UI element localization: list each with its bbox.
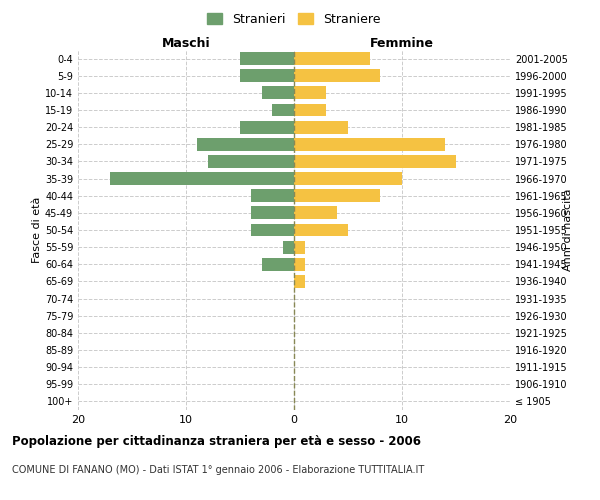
Bar xyxy=(294,138,445,150)
Text: Femmine: Femmine xyxy=(370,37,434,50)
Bar xyxy=(240,120,294,134)
Text: Maschi: Maschi xyxy=(161,37,211,50)
Bar xyxy=(294,52,370,65)
Bar xyxy=(294,224,348,236)
Bar xyxy=(294,275,305,288)
Bar xyxy=(240,52,294,65)
Bar xyxy=(262,86,294,100)
Text: COMUNE DI FANANO (MO) - Dati ISTAT 1° gennaio 2006 - Elaborazione TUTTITALIA.IT: COMUNE DI FANANO (MO) - Dati ISTAT 1° ge… xyxy=(12,465,424,475)
Bar xyxy=(262,258,294,270)
Bar xyxy=(294,190,380,202)
Bar xyxy=(294,240,305,254)
Bar xyxy=(294,120,348,134)
Bar xyxy=(294,86,326,100)
Bar xyxy=(208,155,294,168)
Y-axis label: Anni di nascita: Anni di nascita xyxy=(563,188,573,271)
Bar xyxy=(197,138,294,150)
Text: Popolazione per cittadinanza straniera per età e sesso - 2006: Popolazione per cittadinanza straniera p… xyxy=(12,435,421,448)
Bar xyxy=(294,104,326,117)
Bar xyxy=(251,190,294,202)
Bar xyxy=(251,224,294,236)
Bar xyxy=(240,70,294,82)
Y-axis label: Fasce di età: Fasce di età xyxy=(32,197,42,263)
Bar xyxy=(272,104,294,117)
Bar xyxy=(294,70,380,82)
Bar xyxy=(294,155,456,168)
Bar xyxy=(294,258,305,270)
Legend: Stranieri, Straniere: Stranieri, Straniere xyxy=(207,13,381,26)
Bar xyxy=(110,172,294,185)
Bar xyxy=(294,172,402,185)
Bar xyxy=(251,206,294,220)
Bar xyxy=(283,240,294,254)
Bar xyxy=(294,206,337,220)
